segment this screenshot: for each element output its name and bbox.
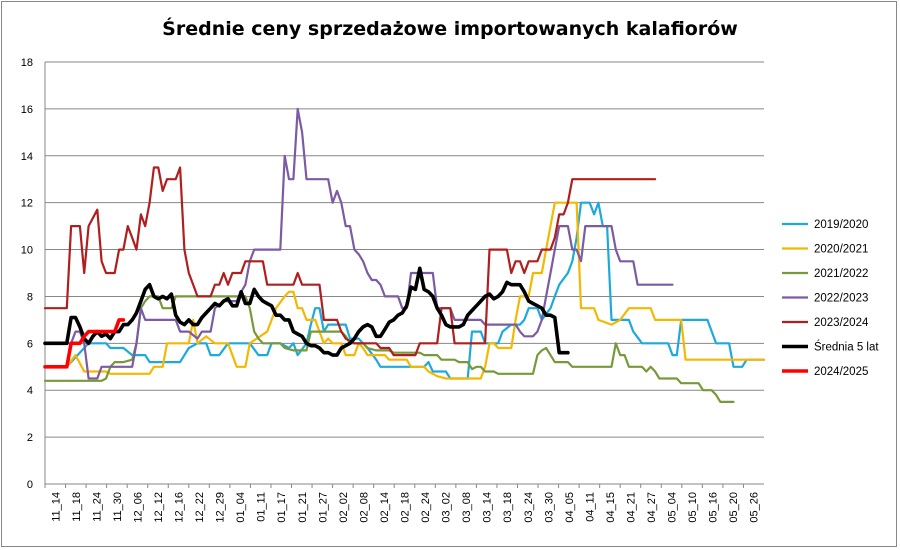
x-tick-label: 04_27 [646, 492, 658, 523]
x-tick-label: 05_16 [708, 492, 720, 523]
x-tick-label: 01_27 [317, 492, 329, 523]
x-tick-label: 02_08 [358, 492, 370, 523]
y-tick-label: 10 [21, 245, 33, 257]
x-tick-label: 05_04 [667, 492, 679, 523]
series-line-2024-2025 [43, 318, 126, 369]
y-tick-label: 12 [21, 198, 33, 210]
legend-label: 2024/2025 [814, 366, 868, 378]
x-tick-label: 04_05 [564, 492, 576, 523]
series-line-2023-2024 [43, 166, 657, 357]
x-tick-label: 05_26 [749, 492, 761, 523]
x-tick-label: 12_16 [174, 492, 186, 523]
y-tick-label: 4 [27, 385, 33, 397]
x-tick-label: 04_11 [584, 492, 596, 522]
x-tick-label: 03_02 [441, 492, 453, 523]
y-tick-label: 8 [27, 291, 33, 303]
x-tick-label: 01_21 [297, 492, 309, 523]
x-tick-label: 11_14 [50, 492, 62, 522]
legend-label: 2021/2022 [814, 268, 868, 280]
x-tick-label: 12_22 [194, 492, 206, 523]
legend-label: 2022/2023 [814, 293, 868, 305]
x-tick-label: 02_02 [338, 492, 350, 523]
x-tick-label: 04_21 [625, 492, 637, 523]
y-tick-label: 18 [21, 57, 33, 69]
x-tick-label: 02_14 [379, 492, 391, 523]
x-tick-label: 05_20 [728, 492, 740, 523]
x-tick-label: 04_15 [605, 492, 617, 523]
chart-title: Średnie ceny sprzedażowe importowanych k… [162, 18, 738, 40]
y-tick-label: 6 [27, 338, 33, 350]
x-tick-label: 11_18 [71, 492, 83, 522]
series-line-2021-2022 [43, 295, 735, 403]
x-tick-label: 12_12 [153, 492, 165, 523]
x-tick-label: 03_18 [502, 492, 514, 523]
x-tick-label: 01_04 [235, 492, 247, 523]
y-tick-label: 0 [27, 479, 33, 491]
x-tick-label: 05_10 [687, 492, 699, 523]
series-line-2022-2023 [43, 107, 674, 380]
x-tick-label: 03_08 [461, 492, 473, 523]
x-tick-label: 01_17 [276, 492, 288, 523]
legend-label: 2020/2021 [814, 244, 868, 256]
x-tick-label: 02_24 [420, 492, 432, 523]
x-tick-label: 03_14 [482, 492, 494, 523]
x-tick-label: 03_30 [543, 492, 555, 523]
y-tick-label: 2 [27, 432, 33, 444]
legend-label: 2023/2024 [814, 317, 869, 329]
x-tick-label: 12_29 [215, 492, 227, 523]
x-tick-label: 01_11 [256, 492, 268, 522]
x-tick-label: 03_24 [523, 492, 535, 523]
x-tick-label: 11_30 [112, 492, 124, 522]
legend-label: Średnia 5 lat [814, 341, 879, 354]
x-tick-label: 02_18 [400, 492, 412, 523]
y-tick-label: 14 [21, 151, 33, 163]
y-tick-label: 16 [21, 104, 33, 116]
series-line-2020-2021 [43, 201, 766, 380]
x-tick-label: 12_06 [132, 492, 144, 523]
x-tick-label: 11_24 [91, 492, 103, 522]
series-line--rednia-5-lat [43, 266, 570, 357]
legend-label: 2019/2020 [814, 219, 868, 231]
